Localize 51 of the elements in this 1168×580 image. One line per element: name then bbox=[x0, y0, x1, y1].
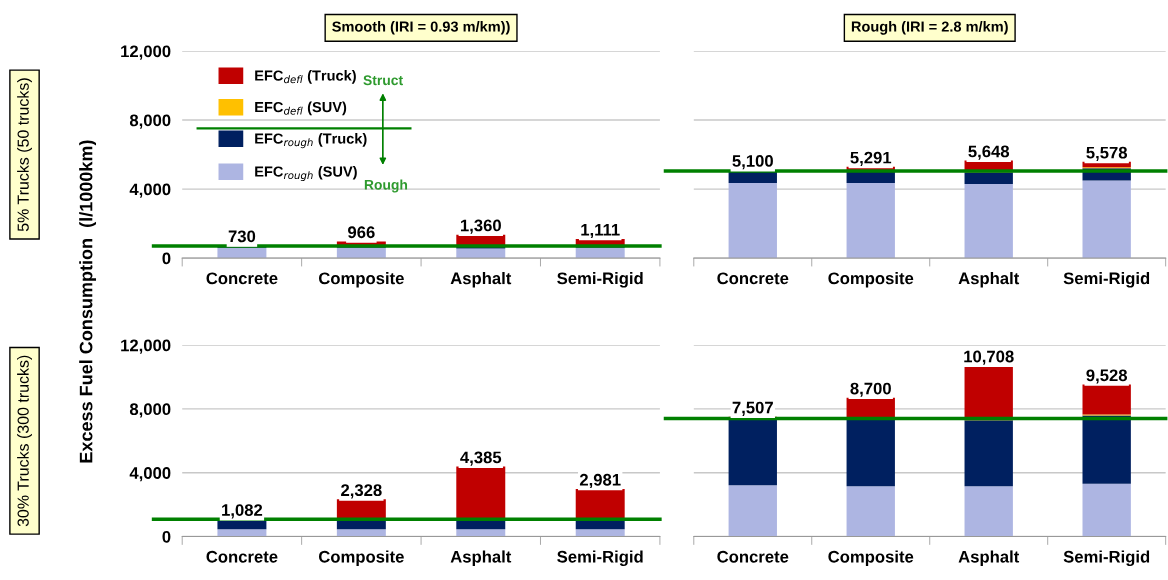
x-tick-label: Composite bbox=[318, 550, 404, 566]
y-tick-label: 8,000 bbox=[129, 403, 171, 418]
chart-title: Smooth (IRI = 0.93 m/km)) bbox=[332, 21, 510, 35]
y-tick-label: 0 bbox=[162, 530, 171, 543]
x-tick-label: Semi-Rigid bbox=[1063, 550, 1150, 566]
y-tick-label: 12,000 bbox=[121, 45, 171, 60]
total-label: 5,578 bbox=[1086, 146, 1128, 161]
total-label: 1,360 bbox=[460, 219, 501, 234]
total-label: 1,111 bbox=[581, 224, 620, 239]
legend-label: EFC$_{defl}$ (Truck) bbox=[255, 70, 356, 84]
x-tick-label: Concrete bbox=[717, 272, 789, 285]
x-tick-label: Asphalt bbox=[450, 550, 512, 566]
total-label: 730 bbox=[228, 230, 256, 243]
annotation: Struct bbox=[363, 75, 403, 86]
x-tick-label: Composite bbox=[828, 271, 914, 288]
total-label: 2,981 bbox=[579, 473, 621, 489]
legend-label: EFC$_{rough}$ (SUV) bbox=[255, 166, 357, 182]
x-tick-label: Asphalt bbox=[450, 271, 512, 288]
total-label: 5,100 bbox=[732, 155, 773, 170]
x-tick-label: Composite bbox=[828, 550, 914, 566]
x-tick-label: Semi-Rigid bbox=[557, 271, 643, 288]
x-tick-label: Concrete bbox=[206, 550, 278, 563]
total-label: 7,507 bbox=[732, 401, 773, 416]
x-tick-label: Concrete bbox=[206, 272, 278, 285]
y-tick-label: 0 bbox=[162, 252, 171, 265]
text: 5% Trucks (50 trucks) bbox=[17, 78, 32, 232]
text: 30% Trucks (300 trucks) bbox=[17, 355, 32, 527]
total-label: 5,291 bbox=[850, 151, 892, 166]
total-label: 4,385 bbox=[460, 451, 502, 466]
x-tick-label: Semi-Rigid bbox=[1063, 271, 1150, 288]
total-label: 8,700 bbox=[850, 382, 891, 397]
total-label: 10,708 bbox=[964, 350, 1014, 365]
y-tick-label: 8,000 bbox=[129, 114, 171, 129]
legend-label: EFC$_{rough}$ (Truck) bbox=[255, 133, 367, 149]
y-axis-title: Excess Fuel Consumption (l/1000km) bbox=[79, 140, 97, 463]
total-label: 9,528 bbox=[1086, 369, 1128, 384]
total-label: 1,082 bbox=[222, 504, 263, 519]
total-label: 966 bbox=[348, 226, 375, 239]
chart-title: Rough (IRI = 2.8 m/km) bbox=[851, 21, 1008, 35]
x-tick-label: Concrete bbox=[717, 550, 789, 563]
legend-label: EFC$_{defl}$ (SUV) bbox=[255, 101, 347, 116]
x-tick-label: Asphalt bbox=[958, 550, 1020, 566]
x-tick-label: Composite bbox=[318, 271, 404, 288]
total-label: 5,648 bbox=[968, 145, 1010, 160]
annotation: Rough bbox=[364, 179, 408, 193]
x-tick-label: Semi-Rigid bbox=[557, 550, 643, 566]
y-tick-label: 4,000 bbox=[129, 467, 171, 482]
total-label: 2,328 bbox=[341, 484, 382, 499]
y-tick-label: 4,000 bbox=[129, 183, 171, 198]
y-tick-label: 12,000 bbox=[121, 339, 171, 354]
x-tick-label: Asphalt bbox=[958, 271, 1020, 288]
